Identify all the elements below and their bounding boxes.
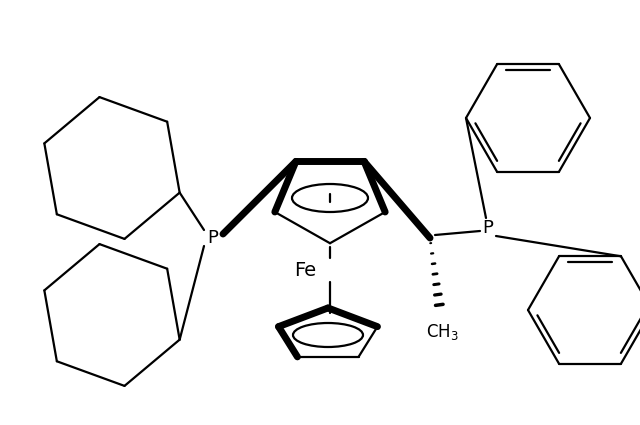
Text: P: P <box>207 229 218 247</box>
Text: P: P <box>483 219 493 237</box>
Text: Fe: Fe <box>294 261 316 280</box>
Text: CH$_3$: CH$_3$ <box>426 322 458 342</box>
